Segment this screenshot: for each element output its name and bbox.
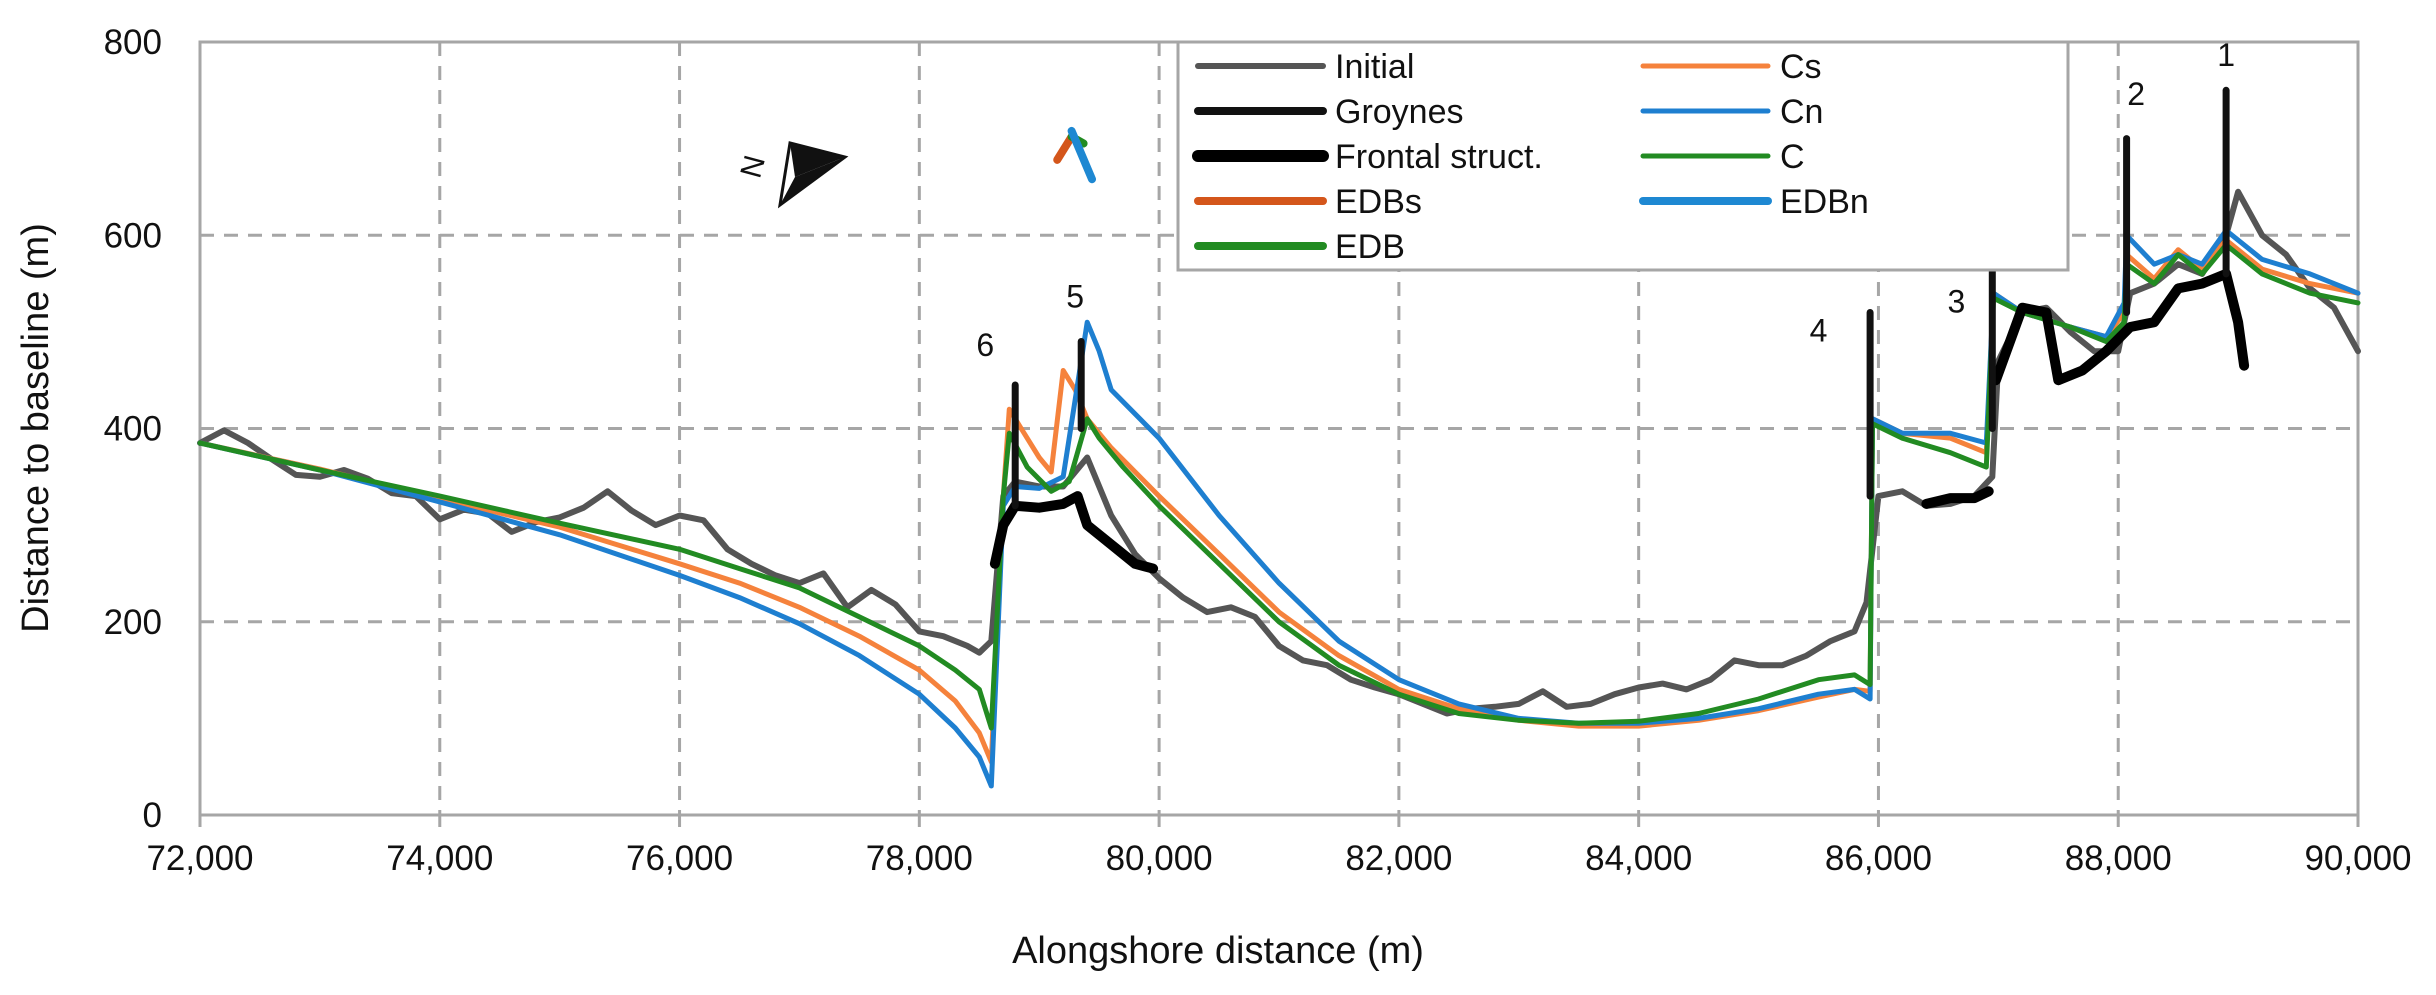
x-tick-label: 74,000	[386, 839, 493, 878]
series-line-frontal-struct	[989, 491, 1159, 574]
series-line-c	[197, 242, 2361, 731]
legend: Initial Groynes Frontal struct. EDBs EDB Cs Cn…	[1176, 40, 2070, 272]
x-tick-label: 72,000	[146, 839, 253, 878]
structure-number-label: 1	[2217, 37, 2235, 73]
legend-label: Cs	[1780, 48, 1822, 86]
x-tick-label: 76,000	[626, 839, 733, 878]
north-arrow-icon: N	[735, 141, 849, 209]
annotations: 1 2 3 4 5 6	[976, 37, 2235, 363]
legend-label: Initial	[1335, 48, 1414, 86]
series-line-frontal-struct	[1921, 486, 1994, 509]
y-tick-label: 400	[104, 410, 162, 449]
structure-number-label: 4	[1810, 313, 1828, 349]
legend-label: EDBn	[1780, 183, 1869, 221]
y-axis-title: Distance to baseline (m)	[15, 223, 57, 633]
x-tick-label: 86,000	[1825, 839, 1932, 878]
tick-labels: 72,000 74,000 76,000 78,000 80,000 82,000 84,0…	[104, 23, 2412, 878]
y-tick-label: 200	[104, 603, 162, 642]
legend-label: Cn	[1780, 93, 1823, 131]
legend-label: EDB	[1335, 228, 1405, 266]
legend-label: C	[1780, 138, 1805, 176]
legend-label: Groynes	[1335, 93, 1464, 131]
series-line-edbs	[1053, 132, 1076, 164]
y-tick-label: 0	[143, 796, 162, 835]
structure-number-label: 2	[2127, 76, 2145, 112]
legend-label: EDBs	[1335, 183, 1422, 221]
legend-label: Frontal struct.	[1335, 138, 1543, 176]
structure-number-label: 3	[1947, 284, 1965, 320]
structure-number-label: 6	[976, 327, 994, 363]
x-tick-label: 88,000	[2065, 839, 2172, 878]
x-axis-title: Alongshore distance (m)	[1012, 930, 1424, 972]
x-tick-label: 80,000	[1106, 839, 1213, 878]
y-tick-label: 600	[104, 216, 162, 255]
y-tick-label: 800	[104, 23, 162, 62]
series-line-cn	[197, 227, 2361, 789]
x-tick-label: 90,000	[2304, 839, 2411, 878]
north-label: N	[735, 152, 772, 181]
series-line-edbn	[1067, 126, 1096, 184]
x-tick-label: 84,000	[1585, 839, 1692, 878]
x-tick-label: 82,000	[1345, 839, 1452, 878]
structure-number-label: 5	[1066, 279, 1084, 315]
series-layer	[197, 86, 2361, 789]
x-tick-label: 78,000	[866, 839, 973, 878]
